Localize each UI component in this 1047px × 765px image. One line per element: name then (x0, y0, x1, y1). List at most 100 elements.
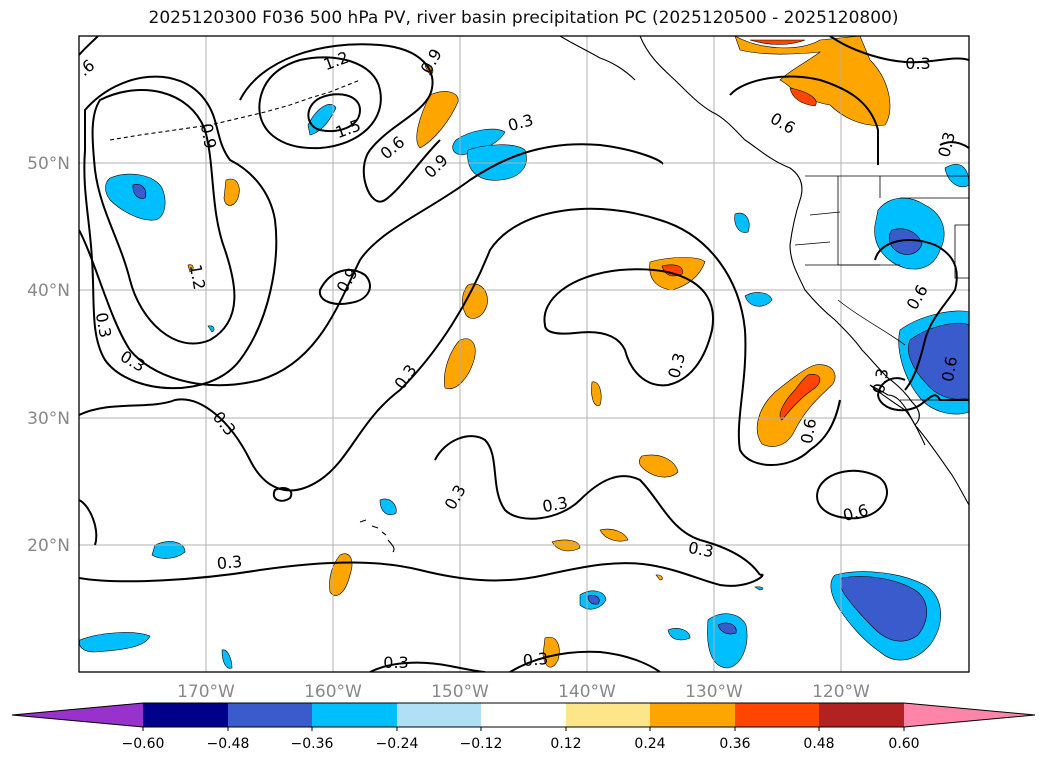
contour-label: 0.3 (522, 649, 549, 670)
precip-negative-core (840, 576, 927, 642)
colorbar-label: −0.48 (207, 736, 250, 752)
contour-label: 0.3 (934, 130, 959, 160)
lon-tick-label: 120°W (812, 682, 870, 702)
contour-label: 0.6 (841, 500, 871, 525)
pv-contour (258, 56, 382, 150)
pv-contour (543, 268, 715, 387)
pv-contours (79, 36, 969, 672)
contour-label: 0.3 (216, 552, 243, 573)
precip-negative-area (379, 498, 397, 516)
pv-contour (272, 487, 293, 502)
precip-positive-area (599, 528, 629, 542)
colorbar-label: 0.12 (550, 736, 581, 752)
contour-label: 0.3 (869, 367, 892, 395)
political-borders (794, 175, 969, 401)
graticule (79, 36, 969, 672)
precip-positive-area (756, 364, 836, 447)
contour-label: 0.6 (767, 109, 799, 138)
contour-label: 1.2 (186, 263, 209, 291)
colorbar-segment (819, 703, 904, 727)
contour-labels: .6 1.2 1.5 0.9 0.3 0.6 0.9 1.2 0.3 0.9 0… (75, 45, 962, 672)
precip-negative-area (151, 541, 186, 559)
colorbar-segment (312, 703, 397, 727)
precip-negative-area (207, 325, 215, 333)
contour-label: 0.9 (197, 122, 220, 150)
precip-negative-core (587, 595, 600, 605)
contour-label: 0.3 (441, 481, 470, 513)
precip-positive-area (655, 574, 663, 581)
pv-contour (79, 561, 764, 587)
pv-contour (509, 650, 661, 672)
colorbar-label: 0.48 (803, 736, 834, 752)
colorbar-extend-low (12, 703, 143, 727)
north-america-coast (639, 36, 969, 506)
colorbar-segment (650, 703, 735, 727)
map-title: 2025120300 F036 500 hPa PV, river basin … (148, 8, 899, 28)
pv-contour (79, 207, 841, 492)
colorbar-segment (481, 703, 566, 727)
colorbar-label: −0.60 (122, 736, 165, 752)
lon-tick-label: 130°W (685, 682, 743, 702)
precip-positive-area (591, 381, 602, 406)
coastlines (109, 36, 969, 553)
colorbar: −0.60 −0.48 −0.36 −0.24 −0.12 0.12 0.24 … (11, 702, 1036, 752)
precip-positive-area (462, 283, 488, 319)
lat-tick-label: 20°N (27, 536, 70, 556)
pv-contour (829, 36, 969, 64)
pv-contour (79, 36, 99, 56)
contour-label: 0.3 (383, 653, 408, 672)
longitude-ticks: 170°W 160°W 150°W 140°W 130°W 120°W (177, 682, 870, 702)
colorbar-label: −0.24 (376, 736, 419, 752)
precip-positive-area (416, 91, 459, 149)
contour-label: 0.3 (390, 361, 420, 393)
precip-negative-area (744, 292, 773, 307)
hawaii-islands (359, 519, 395, 553)
precip-positive-area (187, 264, 194, 273)
precip-positive-core (779, 374, 821, 421)
contour-label: 0.3 (541, 493, 569, 516)
colorbar-segment (397, 703, 481, 727)
precip-negative-area (105, 173, 166, 221)
precip-negative-core (132, 184, 147, 199)
pv-contour (939, 141, 969, 149)
contour-label: 0.9 (417, 45, 446, 77)
contour-label: 0.3 (117, 347, 149, 376)
contour-label: 0.3 (905, 54, 930, 73)
precip-negative-core (889, 228, 923, 255)
colorbar-label: 0.60 (888, 736, 919, 752)
colorbar-segment (143, 703, 228, 727)
precip-negative-area (754, 586, 764, 591)
precip-positive-core (789, 87, 817, 107)
colorbar-segment (735, 703, 819, 727)
pv-contour (79, 143, 664, 387)
alaska-coast (559, 36, 636, 81)
pv-contour (239, 43, 441, 203)
precip-positive-core (749, 39, 806, 45)
pv-contour (307, 93, 362, 132)
lon-tick-label: 160°W (304, 682, 362, 702)
latitude-ticks: 50°N 40°N 30°N 20°N (27, 154, 70, 556)
contour-label: 0.3 (687, 538, 715, 561)
contour-label: .6 (75, 56, 99, 80)
contour-label: 1.2 (321, 48, 351, 75)
precip-negative-core (717, 622, 737, 635)
pv-contour (874, 239, 958, 391)
pv-contour (729, 75, 879, 165)
pv-contour (816, 469, 888, 520)
lat-tick-label: 50°N (27, 154, 70, 174)
plot-frame (78, 35, 970, 673)
contour-label: 0.3 (506, 110, 536, 135)
lon-tick-label: 140°W (558, 682, 616, 702)
pv-contour (434, 435, 761, 576)
precip-positive-area (223, 178, 240, 206)
pv-contour (369, 661, 486, 672)
contour-label: 0.3 (92, 311, 115, 339)
precip-positive-area (542, 636, 560, 668)
pv-contour (83, 75, 278, 390)
lat-tick-label: 40°N (27, 281, 70, 301)
contour-label: 1.5 (333, 116, 363, 143)
colorbar-segment (566, 703, 650, 727)
contour-label: 0.9 (333, 264, 362, 296)
lon-tick-label: 150°W (431, 682, 489, 702)
precip-negative-area (667, 628, 691, 641)
